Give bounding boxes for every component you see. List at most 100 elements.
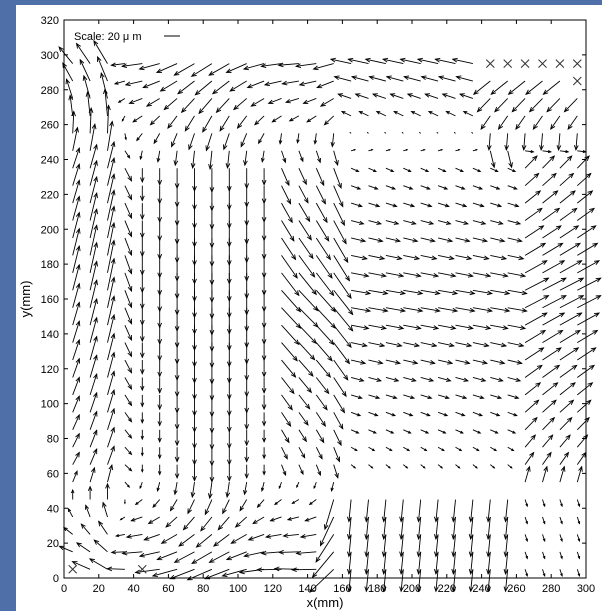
vector-arrow	[542, 364, 561, 378]
vector-arrow	[490, 394, 503, 400]
vector-arrow	[472, 220, 487, 225]
vector-arrow	[140, 412, 145, 424]
vector-arrow	[278, 481, 282, 490]
vector-arrow	[451, 516, 457, 541]
vector-arrow	[311, 551, 335, 579]
vector-arrow	[107, 189, 116, 221]
vector-arrow	[507, 324, 527, 330]
vector-arrow	[524, 190, 542, 204]
vector-arrow	[420, 394, 433, 400]
vector-arrow	[62, 526, 73, 535]
vector-arrow	[368, 377, 382, 382]
vector-arrow	[312, 63, 334, 71]
vector-arrow	[315, 359, 332, 378]
vector-arrow	[243, 551, 265, 558]
vector-arrow	[472, 202, 485, 208]
vector-arrow	[140, 168, 145, 184]
vector-arrow	[333, 359, 349, 381]
vector-arrow	[217, 516, 230, 531]
vector-arrow	[72, 413, 80, 430]
vector-arrow	[567, 115, 578, 131]
vector-arrow	[507, 150, 513, 169]
vector-arrow	[507, 377, 522, 382]
vector-arrow	[139, 237, 145, 258]
vector-arrow	[124, 412, 133, 423]
vector-arrow	[576, 155, 590, 169]
vector-arrow	[542, 347, 562, 361]
vector-arrow	[403, 289, 424, 296]
vector-arrow	[472, 377, 487, 382]
vector-arrow	[333, 324, 352, 349]
vector-arrow	[333, 150, 339, 167]
vector-arrow	[559, 347, 580, 361]
vector-arrow	[471, 131, 474, 134]
vector-arrow	[169, 499, 178, 512]
vector-arrow	[281, 464, 287, 477]
vector-arrow	[89, 429, 98, 448]
vector-arrow	[171, 133, 178, 148]
vector-arrow	[438, 254, 455, 261]
vector-arrow	[281, 412, 292, 428]
vector-arrow	[576, 434, 589, 448]
y-tick-label: 120	[41, 364, 59, 376]
vector-arrow	[437, 411, 449, 417]
vector-arrow	[490, 342, 508, 348]
vector-arrow	[403, 342, 421, 348]
vector-arrow	[559, 155, 573, 169]
vector-arrow	[107, 239, 116, 273]
vector-arrow	[89, 241, 99, 273]
vector-arrow	[70, 488, 75, 500]
vector-arrow	[315, 220, 330, 242]
x-tick-label: 220	[438, 583, 456, 595]
vector-arrow	[107, 370, 116, 396]
vector-arrow	[304, 516, 317, 522]
vector-arrow	[333, 255, 350, 282]
vector-arrow	[258, 133, 265, 145]
vector-arrow	[472, 411, 484, 417]
vector-arrow	[261, 168, 267, 186]
vector-arrow	[542, 551, 546, 560]
vector-arrow	[89, 410, 98, 430]
vector-arrow	[468, 534, 474, 558]
vector-arrow	[486, 133, 492, 151]
vector-arrow	[130, 516, 143, 522]
vector-arrow	[368, 411, 379, 417]
vector-arrow	[389, 93, 404, 99]
vector-arrow	[364, 57, 386, 65]
vector-arrow	[350, 377, 365, 382]
vector-arrow	[330, 481, 335, 492]
vector-arrow	[524, 172, 540, 186]
vector-arrow	[403, 394, 416, 400]
vector-arrow	[243, 482, 248, 496]
vector-arrow	[577, 242, 599, 256]
vector-arrow	[178, 534, 195, 547]
x-tick-label: 180	[368, 583, 386, 595]
vector-arrow	[486, 569, 491, 593]
vector-arrow	[524, 534, 528, 543]
vector-arrow	[124, 255, 133, 275]
vector-arrow	[157, 412, 162, 427]
vector-arrow	[157, 237, 163, 260]
vector-arrow	[291, 499, 300, 504]
vector-arrow	[476, 98, 491, 113]
vector-arrow	[410, 111, 421, 117]
vector-arrow	[437, 359, 454, 365]
vector-arrow	[524, 277, 550, 291]
vector-arrow	[385, 185, 397, 190]
vector-arrow	[186, 568, 213, 581]
vector-arrow	[173, 150, 179, 167]
vector-arrow	[559, 534, 563, 543]
vector-arrow	[381, 499, 387, 523]
vector-arrow	[573, 133, 579, 151]
vector-arrow	[333, 342, 351, 365]
vector-arrow	[194, 80, 213, 96]
vector-arrow	[315, 185, 326, 205]
vector-arrow	[72, 227, 81, 256]
vector-arrow	[420, 429, 430, 434]
vector-arrow	[399, 57, 421, 65]
vector-arrow	[315, 150, 321, 164]
figure-canvas: 0 20 40 60 80 100 120 140 160 180 200 220 240 260 280 3…	[16, 5, 602, 611]
vector-arrow	[455, 429, 464, 434]
vector-arrow	[437, 75, 456, 82]
vector-arrow	[315, 342, 333, 362]
